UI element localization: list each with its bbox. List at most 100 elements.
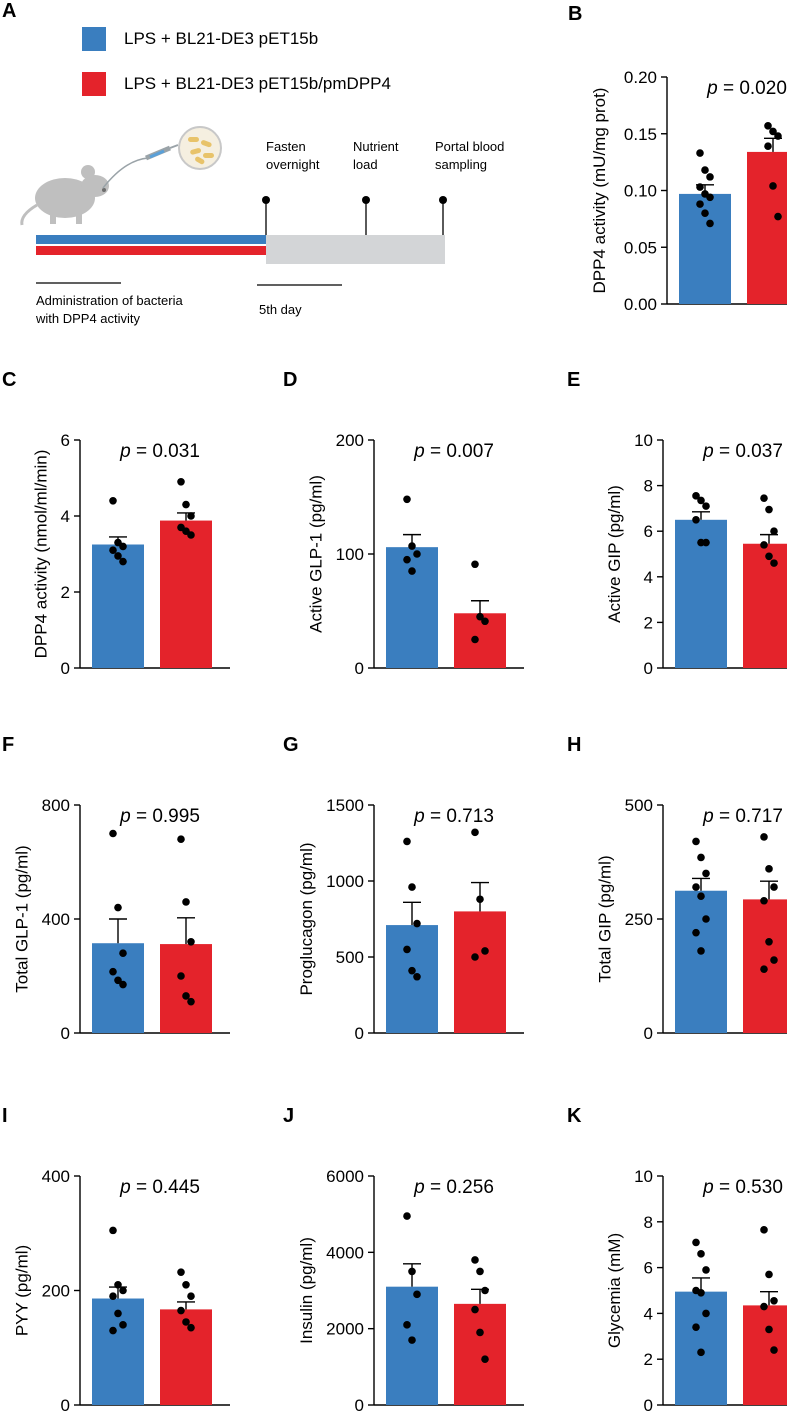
data-point-e-1 [765, 505, 773, 514]
data-point-j-1 [481, 1286, 489, 1295]
bar-g-red [454, 911, 506, 1033]
data-point-f-1 [187, 938, 195, 946]
y-tick-label-k: 8 [644, 1213, 653, 1232]
panel-label-d: D [283, 369, 297, 391]
data-point-f-1 [182, 992, 190, 1000]
data-point-b-0 [701, 209, 709, 217]
timeline-schematic [20, 126, 447, 286]
data-point-i-0 [109, 1326, 117, 1335]
bar-j-red [454, 1303, 506, 1405]
data-point-k-0 [692, 1323, 700, 1331]
step-nutrient-label: Nutrient load [353, 138, 399, 174]
data-point-e-1 [770, 527, 778, 535]
p-value-number-d: = 0.007 [425, 441, 494, 462]
y-axis-title-b: DPP4 activity (mU/mg prot) [590, 88, 609, 294]
p-value-symbol-i: p [119, 1177, 131, 1198]
y-tick-label-c: 6 [61, 431, 70, 450]
data-point-d-0 [408, 567, 416, 575]
data-point-g-0 [413, 972, 421, 981]
timeline-marker-3 [439, 196, 447, 235]
y-tick-label-k: 10 [634, 1167, 653, 1186]
y-axis-title-j: Insulin (pg/ml) [297, 1237, 316, 1344]
data-point-h-1 [770, 883, 778, 891]
data-point-h-1 [770, 956, 778, 964]
data-point-g-1 [471, 953, 479, 961]
data-point-j-1 [476, 1267, 484, 1276]
p-value-b: p = 0.020 [706, 78, 787, 99]
data-point-b-0 [701, 166, 709, 174]
data-point-g-0 [403, 945, 411, 954]
y-tick-label-e: 2 [644, 613, 653, 632]
data-point-c-1 [177, 478, 185, 486]
data-point-b-1 [769, 127, 777, 136]
legend-swatch-red [82, 72, 106, 96]
timeline-bar-blue [36, 235, 266, 244]
data-point-g-1 [471, 828, 479, 837]
step-blood-line1: Portal blood [435, 139, 505, 154]
y-axis-title-h: Total GIP (pg/ml) [596, 855, 615, 982]
y-tick-label-b: 0.15 [624, 125, 657, 144]
data-point-j-0 [403, 1321, 411, 1329]
p-value-symbol-d: p [413, 441, 425, 462]
data-point-e-0 [692, 492, 700, 500]
y-axis-title-f: Total GLP-1 (pg/ml) [13, 845, 32, 992]
data-point-k-1 [760, 1302, 768, 1311]
panel-label-h: H [567, 734, 581, 756]
data-point-f-0 [114, 903, 122, 912]
data-point-f-0 [109, 967, 117, 976]
p-value-d: p = 0.007 [413, 441, 494, 462]
data-point-b-1 [764, 122, 772, 130]
data-point-e-1 [765, 552, 773, 561]
data-point-f-0 [109, 829, 117, 838]
bar-f-red [160, 944, 212, 1033]
data-point-i-0 [109, 1292, 117, 1301]
data-point-k-1 [765, 1270, 773, 1279]
data-point-h-0 [692, 883, 700, 891]
data-point-d-0 [403, 555, 411, 564]
panel-label-g: G [283, 734, 299, 756]
y-tick-label-j: 6000 [326, 1167, 364, 1186]
data-point-h-1 [765, 865, 773, 873]
y-tick-label-e: 8 [644, 477, 653, 496]
data-point-d-0 [413, 550, 421, 558]
step-fasten-line2: overnight [266, 157, 320, 172]
admin-label-line2: with DPP4 activity [36, 311, 141, 326]
p-value-number-e: = 0.037 [714, 441, 783, 462]
data-point-j-1 [476, 1328, 484, 1337]
data-point-k-1 [770, 1297, 778, 1305]
data-point-j-0 [403, 1212, 411, 1220]
data-point-g-1 [481, 947, 489, 955]
data-point-f-1 [177, 835, 185, 843]
data-point-i-1 [177, 1306, 185, 1315]
bar-j-blue [386, 1286, 438, 1405]
data-point-d-1 [471, 635, 479, 644]
legend-item-group2: LPS + BL21-DE3 pET15b/pmDPP4 [82, 72, 391, 96]
step-blood-line2: sampling [435, 157, 488, 172]
y-axis-title-i: PYY (pg/ml) [13, 1245, 32, 1336]
data-point-b-0 [706, 219, 714, 228]
y-tick-label-h: 500 [625, 796, 653, 815]
data-point-e-1 [760, 494, 768, 502]
y-tick-label-f: 800 [42, 796, 70, 815]
data-point-j-1 [471, 1305, 479, 1314]
data-point-e-1 [770, 559, 778, 567]
data-point-c-0 [109, 546, 117, 554]
p-value-symbol-g: p [413, 806, 425, 827]
p-value-symbol-b: p [706, 78, 718, 99]
y-tick-label-b: 0.10 [624, 182, 657, 201]
data-point-c-1 [187, 512, 195, 520]
y-tick-label-g: 0 [355, 1024, 364, 1043]
p-value-symbol-c: p [119, 441, 131, 462]
data-point-d-0 [403, 495, 411, 504]
data-point-k-1 [765, 1325, 773, 1334]
data-point-i-0 [119, 1286, 127, 1295]
data-point-k-0 [702, 1309, 710, 1318]
legend-label-group1: LPS + BL21-DE3 pET15b [124, 29, 319, 48]
y-tick-label-b: 0.00 [624, 295, 657, 314]
bar-k-blue [675, 1291, 727, 1405]
data-point-k-1 [760, 1226, 768, 1234]
data-point-k-0 [697, 1288, 705, 1297]
p-value-f: p = 0.995 [119, 806, 200, 827]
data-point-j-0 [408, 1267, 416, 1276]
y-tick-label-c: 4 [61, 507, 70, 526]
